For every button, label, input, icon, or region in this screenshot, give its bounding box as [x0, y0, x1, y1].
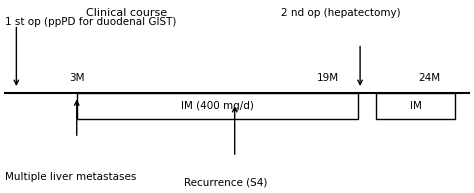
Text: 3M: 3M	[69, 73, 84, 83]
Bar	[77, 93, 358, 119]
Text: Recurrence (S4): Recurrence (S4)	[183, 177, 267, 187]
Text: 19M: 19M	[317, 73, 338, 83]
Bar	[376, 93, 456, 119]
Text: 1 st op (ppPD for duodenal GIST): 1 st op (ppPD for duodenal GIST)	[5, 17, 176, 27]
Text: IM (400 mg/d): IM (400 mg/d)	[181, 101, 254, 111]
Text: Clinical course: Clinical course	[86, 8, 167, 18]
Text: IM: IM	[410, 101, 422, 111]
Text: 24M: 24M	[419, 73, 441, 83]
Text: Multiple liver metastases: Multiple liver metastases	[5, 172, 136, 182]
Text: 2 nd op (hepatectomy): 2 nd op (hepatectomy)	[281, 8, 401, 18]
